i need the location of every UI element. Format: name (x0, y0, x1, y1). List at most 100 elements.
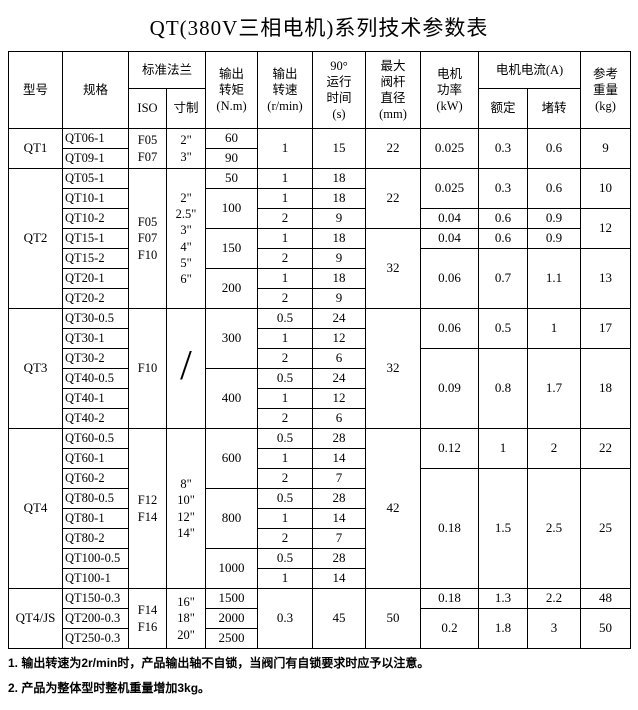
col-header-weight: 参考 重量 (kg) (580, 51, 632, 129)
col-header-time: 90° 运行 时间 (s) (312, 51, 367, 129)
cell-spec: QT10-2 (62, 208, 129, 229)
cell-spec: QT30-2 (62, 348, 129, 369)
cell-power: 0.18 (420, 588, 480, 609)
cell-inch: 2" 3" (165, 128, 207, 169)
cell-spec: QT10-1 (62, 188, 129, 209)
cell-locked: 1 (527, 308, 582, 349)
cell-time: 6 (312, 348, 367, 369)
table-row: QT80-2 2 7 (9, 528, 631, 549)
cell-spec: QT80-0.5 (62, 488, 129, 509)
cell-stem: 42 (365, 428, 422, 589)
cell-torque: 90 (205, 148, 259, 169)
cell-speed: 1 (257, 328, 314, 349)
table-row: QT60-1 1 14 (9, 448, 631, 469)
cell-speed: 0.5 (257, 368, 314, 389)
cell-model: QT2 (8, 168, 63, 309)
header-row-2: ISO 寸制 额定 堵转 (9, 88, 631, 129)
cell-weight: 13 (580, 248, 632, 309)
table-row: QT4 QT60-0.5 F12 F14 8" 10" 12" 14" 600 … (8, 428, 632, 589)
col-header-locked: 堵转 (527, 88, 582, 129)
cell-iso: F10 (128, 308, 167, 429)
cell-power: 0.04 (420, 208, 480, 229)
col-header-torque: 输出 转矩 (N.m) (205, 51, 259, 129)
cell-torque: 2500 (205, 628, 259, 649)
cell-spec: QT20-1 (62, 268, 129, 289)
table-row: QT3 QT30-0.5 F10 / 300 0.5 24 32 0.06 0.… (8, 308, 632, 429)
cell-locked: 2.2 (527, 588, 582, 609)
col-header-flange-group: 标准法兰 (127, 51, 207, 89)
cell-spec: QT60-1 (62, 448, 129, 469)
cell-weight: 22 (580, 428, 632, 469)
cell-spec: QT100-0.5 (62, 548, 129, 569)
cell-spec: QT40-2 (62, 408, 129, 429)
col-header-iso: ISO (128, 88, 167, 129)
cell-rated: 0.3 (478, 128, 529, 169)
cell-stem: 50 (365, 588, 422, 649)
cell-torque: 400 (205, 368, 259, 429)
cell-power: 0.18 (420, 468, 480, 589)
cell-torque: 600 (205, 428, 259, 489)
table-row: QT40-0.5 400 0.5 24 (9, 368, 631, 429)
cell-speed: 0.5 (257, 428, 314, 449)
cell-time: 18 (312, 228, 367, 249)
cell-spec: QT06-1 (62, 128, 129, 149)
cell-time: 18 (312, 268, 367, 289)
cell-weight: 50 (580, 608, 632, 649)
cell-time: 14 (312, 448, 367, 469)
cell-time: 6 (312, 408, 367, 429)
table-row: QT100-1 1 14 (9, 568, 631, 589)
cell-spec: QT80-2 (62, 528, 129, 549)
cell-locked: 1.1 (527, 248, 582, 309)
cell-spec: QT150-0.3 (62, 588, 129, 609)
cell-speed: 1 (257, 388, 314, 409)
cell-spec: QT09-1 (62, 148, 129, 169)
cell-power: 0.2 (420, 608, 480, 649)
cell-weight: 17 (580, 308, 632, 349)
cell-time: 9 (312, 208, 367, 229)
cell-time: 7 (312, 528, 367, 549)
cell-rated: 1 (478, 428, 529, 469)
cell-spec: QT60-2 (62, 468, 129, 489)
cell-speed: 1 (257, 568, 314, 589)
cell-stem: 32 (365, 308, 422, 429)
cell-spec: QT20-2 (62, 288, 129, 309)
cell-power: 0.04 (420, 228, 480, 249)
col-header-power: 电机 功率 (kW) (420, 51, 480, 129)
header-row-1: 型号 规格 标准法兰 输出 转矩 (N.m) 输出 转速 (r/min) 90°… (8, 51, 632, 129)
cell-torque: 100 (205, 188, 259, 229)
cell-torque: 1500 (205, 588, 259, 609)
col-header-stem: 最大 阀杆 直径 (mm) (365, 51, 422, 129)
col-header-current-group: 电机电流(A) (478, 51, 582, 89)
cell-speed: 0.5 (257, 308, 314, 329)
table-row: QT200-0.3 2000 0.2 1.8 3 50 (9, 608, 632, 649)
table-row: QT4/JS QT150-0.3 F14 F16 16" 18" 20" 150… (8, 588, 632, 649)
cell-torque: 200 (205, 268, 259, 309)
cell-spec: QT05-1 (62, 168, 129, 189)
cell-time: 7 (312, 468, 367, 489)
cell-locked: 0.9 (527, 208, 582, 229)
cell-weight: 12 (580, 208, 632, 249)
cell-weight: 10 (580, 168, 632, 209)
cell-inch: 8" 10" 12" 14" (165, 428, 207, 589)
cell-spec: QT40-1 (62, 388, 129, 409)
cell-spec: QT30-1 (62, 328, 129, 349)
footnotes: 1. 输出转速为2r/min时，产品输出轴不自锁，当阀门有自锁要求时应予以注意。… (8, 654, 638, 696)
cell-locked: 2.5 (527, 468, 582, 589)
cell-spec: QT80-1 (62, 508, 129, 529)
table-row: QT20-1 200 1 18 (9, 268, 631, 309)
cell-weight: 18 (580, 348, 632, 429)
cell-rated: 0.8 (478, 348, 529, 429)
cell-model: QT4 (8, 428, 63, 589)
cell-locked: 0.6 (527, 168, 582, 209)
cell-time: 24 (312, 368, 367, 389)
cell-torque: 2000 (205, 608, 259, 629)
table-row: QT2 QT05-1 F05 F07 F10 2" 2.5" 3" 4" 5" … (8, 168, 632, 309)
cell-speed: 1 (257, 128, 314, 169)
col-header-inch: 寸制 (165, 88, 207, 129)
cell-speed: 1 (257, 508, 314, 529)
cell-torque: 150 (205, 228, 259, 269)
cell-speed: 2 (257, 248, 314, 269)
col-header-model: 型号 (8, 51, 63, 129)
cell-power: 0.06 (420, 248, 480, 309)
table-row: QT09-1 90 (9, 148, 631, 169)
